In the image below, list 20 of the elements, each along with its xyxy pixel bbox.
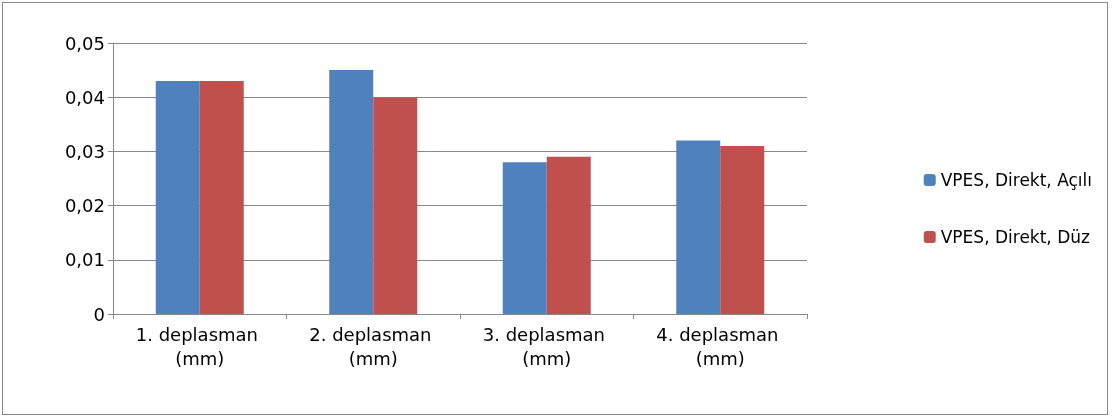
bar — [329, 70, 374, 314]
bar — [676, 140, 721, 314]
x-tick-label: 4. deplasman (mm) — [656, 323, 785, 369]
bar — [155, 80, 200, 314]
x-tick-label: 2. deplasman (mm) — [309, 323, 438, 369]
y-tick-label: 0 — [93, 303, 105, 325]
bar — [199, 80, 244, 314]
x-tick-label: 3. deplasman (mm) — [482, 323, 611, 369]
legend-label: VPES, Direkt, Açılı — [940, 170, 1093, 190]
y-tick-label: 0,02 — [64, 195, 105, 217]
y-tick-label: 0,05 — [64, 32, 105, 54]
x-tick-label: 1. deplasman (mm) — [135, 323, 264, 369]
bar — [546, 156, 591, 314]
bar — [502, 162, 547, 314]
y-tick-label: 0,04 — [64, 86, 105, 108]
y-tick-label: 0,03 — [64, 140, 105, 162]
bar — [373, 97, 418, 314]
bar — [720, 145, 765, 314]
legend-label: VPES, Direkt, Düz — [940, 227, 1091, 247]
y-tick-label: 0,01 — [64, 249, 105, 271]
